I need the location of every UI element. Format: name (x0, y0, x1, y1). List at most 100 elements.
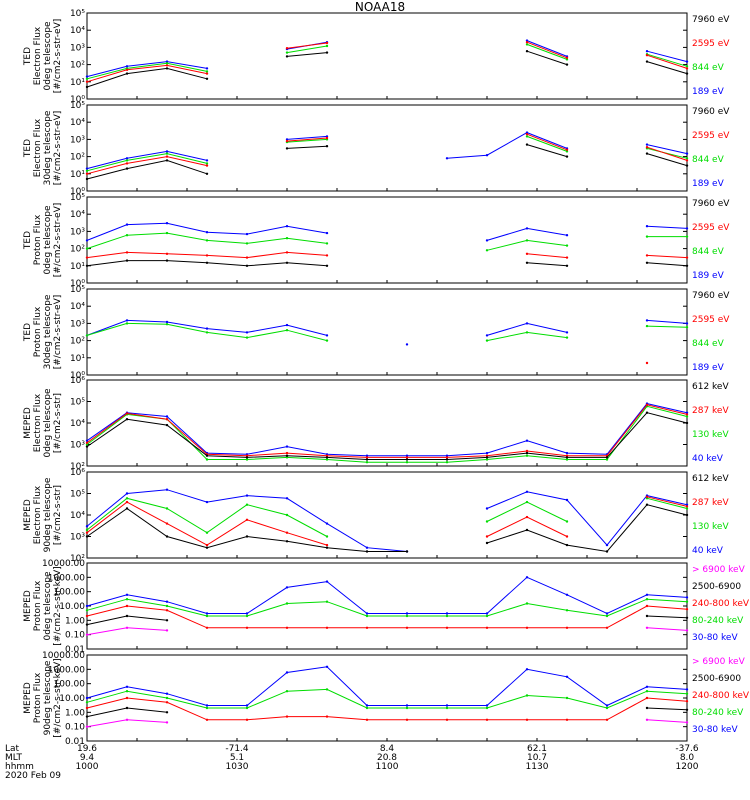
footer-lat-value: 19.6 (77, 744, 97, 754)
y-tick-label: 10⁵ (70, 193, 85, 203)
legend-entry: 7960 eV (692, 291, 730, 301)
data-point (85, 633, 89, 636)
data-point (485, 626, 489, 629)
data-point (125, 65, 129, 68)
data-point (285, 671, 289, 674)
data-point (405, 706, 409, 710)
data-point (165, 152, 169, 155)
data-point (525, 143, 529, 146)
data-point (685, 264, 689, 267)
data-point (205, 704, 209, 707)
legend-entry: 189 eV (692, 271, 725, 281)
series-line (86, 605, 688, 629)
legend-entry: 844 eV (692, 339, 725, 349)
data-point (645, 152, 649, 155)
footer-lat-value: 62.1 (527, 744, 547, 754)
data-point (565, 520, 569, 523)
footer-row-label: MLT (5, 753, 23, 763)
data-point (125, 223, 129, 226)
data-point (325, 264, 329, 267)
series-line (86, 576, 688, 615)
data-point (325, 688, 329, 691)
data-point (165, 535, 169, 538)
data-point (85, 85, 89, 89)
data-point (285, 715, 289, 718)
data-point (285, 497, 289, 500)
series-line (86, 496, 688, 546)
data-point (405, 550, 409, 553)
data-point (125, 492, 129, 495)
data-point (485, 239, 489, 242)
data-point (485, 339, 489, 342)
series-line (86, 251, 688, 259)
data-point (125, 418, 129, 421)
data-point (285, 147, 289, 150)
data-point (325, 51, 329, 54)
series-line (86, 697, 688, 721)
data-point (325, 242, 329, 245)
data-point (605, 612, 609, 615)
data-point (565, 63, 569, 66)
data-point (405, 461, 409, 464)
legend-entry: 30-80 keV (692, 633, 738, 643)
y-tick-label: 10.00 (59, 602, 85, 612)
data-point (645, 604, 649, 608)
data-point (685, 415, 689, 418)
figure-title: NOAA18 (355, 0, 405, 14)
data-point (525, 322, 529, 325)
data-point (165, 600, 169, 603)
footer-hhmm-value: 1000 (76, 762, 99, 772)
data-point (525, 239, 529, 242)
data-point (565, 264, 569, 267)
y-tick-label: 1.00 (65, 616, 85, 626)
data-point (565, 626, 569, 629)
data-point (645, 495, 649, 498)
panel-7: 0.01 0.10 1.00 10.00 100.00 1000.00 10000.00ME… (23, 559, 750, 655)
data-point (125, 604, 129, 608)
data-point (325, 136, 329, 140)
data-point (205, 543, 209, 547)
data-point (405, 614, 409, 618)
series-line (86, 598, 688, 617)
y-tick-label: 10² (70, 554, 85, 564)
footer-hhmm-value: 1200 (676, 762, 699, 772)
y-tick-label: 0.01 (65, 737, 85, 747)
data-point (365, 614, 369, 618)
data-point (125, 685, 129, 688)
y-tick-label: 10⁵ (70, 490, 85, 500)
data-point (245, 612, 249, 615)
data-point (565, 456, 569, 459)
data-point (245, 232, 249, 236)
data-point (685, 322, 689, 325)
series-line (86, 412, 688, 460)
series-line (86, 260, 688, 267)
data-point (125, 157, 129, 160)
data-point (525, 439, 529, 442)
legend-entry: 240-800 keV (692, 599, 750, 609)
data-point (245, 331, 249, 334)
data-point (645, 361, 649, 365)
data-point (245, 503, 249, 506)
data-point (645, 225, 649, 228)
data-point (485, 458, 489, 461)
data-point (165, 222, 169, 225)
data-point (85, 443, 89, 446)
data-point (205, 159, 209, 162)
data-point (565, 696, 569, 700)
y-tick-label: 10² (70, 153, 85, 163)
data-point (525, 449, 529, 453)
legend-entry: 287 keV (692, 498, 729, 508)
y-tick-label: 10000.00 (42, 559, 85, 569)
footer-hhmm-value: 1030 (226, 762, 249, 772)
footer-lat-value: -71.4 (225, 744, 249, 754)
data-point (485, 456, 489, 459)
data-point (645, 143, 649, 146)
data-point (565, 148, 569, 151)
data-point (205, 70, 209, 73)
data-point (85, 256, 89, 259)
data-point (85, 167, 89, 170)
data-point (685, 157, 689, 160)
data-point (445, 461, 449, 464)
data-point (445, 612, 449, 615)
data-point (205, 254, 209, 257)
